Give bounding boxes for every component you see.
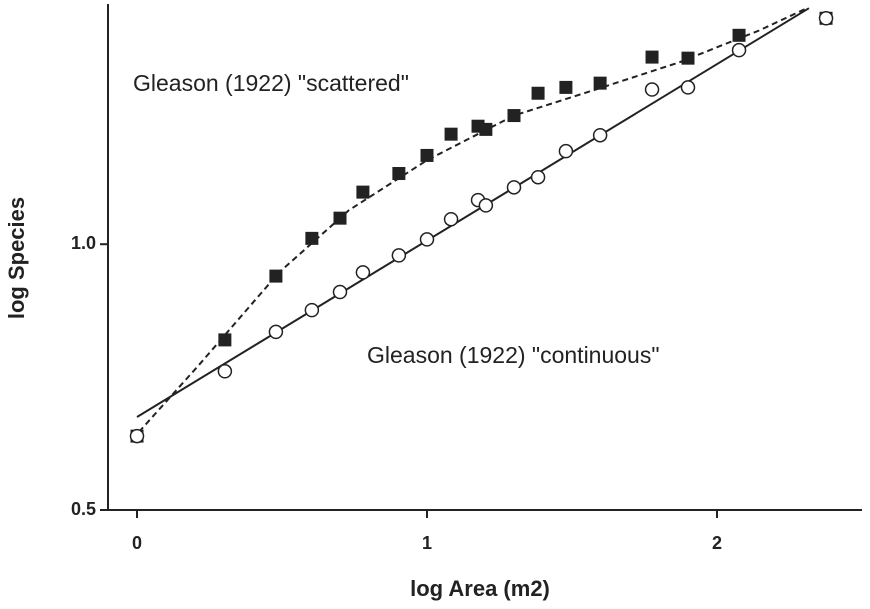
y-tick-label: 0.5 — [71, 499, 96, 519]
annotation: Gleason (1922) "continuous" — [367, 342, 660, 368]
point — [645, 50, 659, 64]
y-axis-label: log Species — [4, 197, 29, 319]
fit-line — [136, 7, 810, 418]
point — [530, 169, 546, 185]
point — [506, 180, 522, 195]
point — [479, 122, 493, 136]
point — [531, 86, 545, 100]
point — [419, 232, 435, 247]
point — [558, 143, 574, 159]
point — [269, 269, 283, 283]
point — [391, 248, 407, 263]
point — [443, 211, 459, 227]
point — [593, 76, 607, 90]
fit-line — [138, 7, 808, 433]
point — [218, 333, 232, 347]
x-axis-label: log Area (m2) — [410, 576, 550, 601]
point — [356, 185, 370, 199]
point — [478, 198, 494, 213]
point — [304, 302, 320, 318]
point — [681, 51, 695, 65]
x-tick-label: 2 — [712, 533, 722, 553]
point — [592, 127, 608, 143]
point — [420, 148, 434, 162]
point — [305, 231, 319, 245]
point — [732, 28, 746, 42]
point — [644, 82, 660, 97]
point — [332, 284, 348, 300]
point — [129, 428, 145, 444]
point — [507, 109, 521, 123]
point — [268, 324, 284, 340]
point — [559, 80, 573, 94]
point — [333, 211, 347, 225]
x-tick-label: 1 — [422, 533, 432, 553]
y-tick-label: 1.0 — [71, 233, 96, 253]
point — [217, 364, 233, 379]
x-tick-label: 0 — [132, 533, 142, 553]
annotation: Gleason (1922) "scattered" — [133, 70, 409, 96]
point — [680, 80, 696, 95]
point — [818, 11, 834, 26]
point — [731, 42, 747, 58]
point — [392, 167, 406, 181]
point — [355, 265, 371, 280]
point — [444, 127, 458, 141]
